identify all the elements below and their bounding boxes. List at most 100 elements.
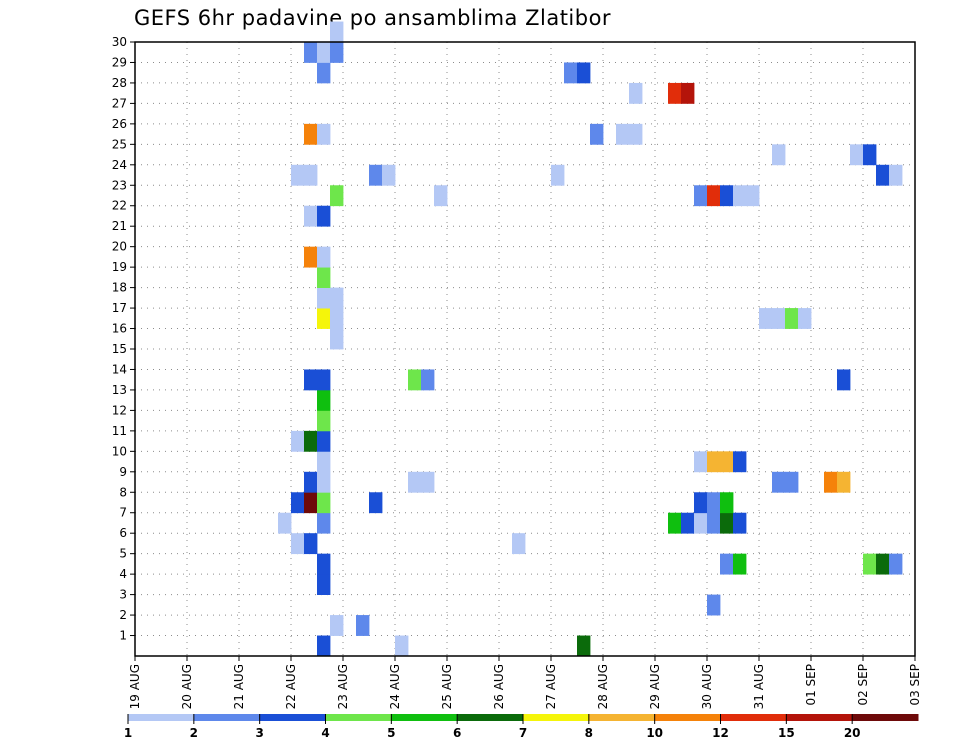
heatmap-cell: [733, 185, 747, 207]
heatmap-cell: [434, 185, 448, 207]
heatmap-cell: [330, 328, 344, 350]
x-tick-label: 02 SEP: [856, 664, 870, 706]
x-tick-label: 27 AUG: [544, 664, 558, 709]
legend-label: 3: [255, 726, 263, 740]
heatmap-cell: [382, 164, 396, 186]
x-tick-label: 25 AUG: [440, 664, 454, 709]
heatmap-cell: [317, 267, 331, 288]
heatmap-cell: [317, 369, 331, 391]
heatmap-cell: [304, 123, 318, 145]
legend-swatch: [852, 714, 919, 721]
heatmap-cell: [304, 164, 318, 186]
heatmap-cell: [733, 451, 747, 473]
heatmap-cell: [863, 144, 877, 166]
y-tick-label: 25: [112, 137, 127, 151]
heatmap-cell: [304, 430, 318, 452]
heatmap-cell: [616, 123, 630, 145]
y-tick-label: 7: [119, 506, 127, 520]
y-tick-label: 26: [112, 117, 127, 131]
heatmap-cell: [291, 164, 305, 186]
y-tick-label: 9: [119, 465, 127, 479]
x-tick-label: 31 AUG: [752, 664, 766, 709]
legend-swatch: [523, 714, 590, 721]
heatmap-cell: [304, 471, 318, 493]
y-tick-label: 28: [112, 76, 127, 90]
heatmap-cell: [317, 574, 331, 595]
y-tick-label: 10: [112, 444, 127, 458]
y-tick-label: 30: [112, 35, 127, 49]
legend-swatch: [259, 714, 326, 721]
y-tick-label: 3: [119, 588, 127, 602]
heatmap-cell: [720, 492, 734, 514]
heatmap-cell: [551, 164, 565, 186]
heatmap-cell: [876, 164, 890, 186]
heatmap-cell: [746, 185, 760, 207]
heatmap-cell: [733, 512, 747, 534]
legend-label: 2: [190, 726, 198, 740]
y-tick-label: 24: [112, 158, 127, 172]
heatmap-cell: [668, 82, 682, 104]
legend-label: 15: [778, 726, 795, 740]
heatmap-cell: [759, 308, 773, 329]
heatmap-cell: [421, 369, 435, 391]
heatmap-cell: [317, 512, 331, 534]
chart-title: GEFS 6hr padavine po ansamblima Zlatibor: [134, 6, 612, 30]
heatmap-cell: [785, 308, 799, 329]
heatmap-cell: [330, 21, 344, 43]
legend-label: 6: [453, 726, 461, 740]
heatmap-cell: [317, 42, 331, 63]
heatmap-cell: [694, 185, 708, 207]
heatmap-cell: [356, 615, 370, 636]
y-axis: 1234567891011121314151617181920212223242…: [112, 35, 135, 643]
heatmap-cell: [330, 615, 344, 636]
legend-swatch: [654, 714, 721, 721]
y-tick-label: 14: [112, 362, 127, 376]
legend-label: 5: [387, 726, 395, 740]
x-tick-label: 21 AUG: [232, 664, 246, 709]
heatmap-cell: [317, 430, 331, 452]
heatmap-cell: [317, 205, 331, 227]
heatmap-cell: [707, 451, 721, 473]
heatmap-cell: [577, 62, 591, 84]
heatmap-cell: [317, 471, 331, 493]
legend-label: 20: [844, 726, 861, 740]
heatmap-cell: [720, 553, 734, 575]
legend-label: 7: [519, 726, 527, 740]
y-tick-label: 27: [112, 96, 127, 110]
heatmap-cell: [330, 308, 344, 329]
heatmap-cell: [512, 533, 526, 555]
heatmap-cell: [720, 185, 734, 207]
y-tick-label: 23: [112, 178, 127, 192]
heatmap-cell: [421, 471, 435, 493]
y-tick-label: 17: [112, 301, 127, 315]
heatmap-cell: [317, 553, 331, 575]
grid-lines: [135, 42, 915, 656]
heatmap-cell: [330, 287, 344, 309]
heatmap-cell: [317, 287, 331, 309]
legend-swatch: [786, 714, 853, 721]
y-tick-label: 16: [112, 322, 127, 336]
x-tick-label: 24 AUG: [388, 664, 402, 709]
heatmap-cell: [317, 123, 331, 145]
y-tick-label: 15: [112, 342, 127, 356]
heatmap-cell: [304, 42, 318, 63]
heatmap-cell: [408, 471, 422, 493]
heatmap-cell: [889, 553, 903, 575]
heatmap-cell: [707, 594, 721, 616]
heatmap-cell: [564, 62, 578, 84]
heatmap-cell: [304, 246, 318, 268]
heatmap-cell: [694, 512, 708, 534]
heatmap-cell: [694, 492, 708, 514]
heatmap-cells: [278, 21, 903, 657]
heatmap-cell: [304, 533, 318, 555]
color-legend: 1 2 3 4 5 6 7 8 10 12 15 20: [124, 714, 919, 740]
x-tick-label: 29 AUG: [648, 664, 662, 709]
heatmap-cell: [720, 512, 734, 534]
heatmap-cell: [629, 82, 643, 104]
y-tick-label: 5: [119, 547, 127, 561]
heatmap-cell: [304, 369, 318, 391]
heatmap-cell: [317, 308, 331, 329]
heatmap-cell: [837, 369, 851, 391]
x-tick-label: 01 SEP: [804, 664, 818, 706]
